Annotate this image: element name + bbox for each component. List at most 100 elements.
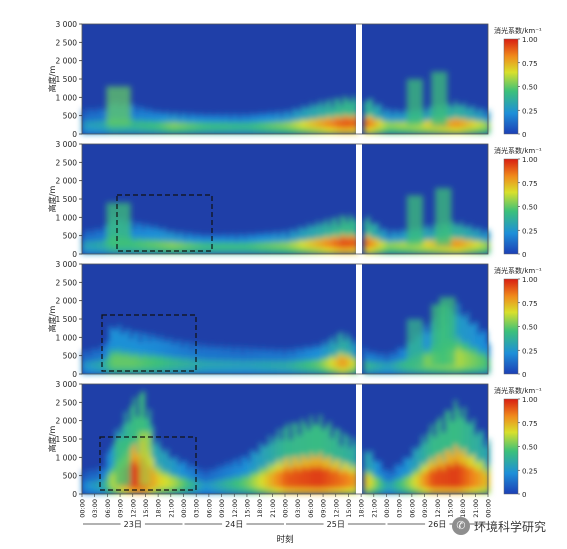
heatmap-cell — [241, 243, 244, 254]
heatmap-cell — [283, 468, 286, 488]
heatmap-cell — [406, 79, 424, 126]
data-gap — [356, 263, 362, 375]
x-tick-label: 03:00 — [193, 499, 201, 518]
heatmap-cell — [244, 123, 247, 134]
heatmap-cell — [304, 120, 307, 128]
heatmap-cell — [85, 241, 88, 248]
heatmap-cell — [154, 357, 157, 368]
x-tick-label: 15:00 — [345, 499, 353, 518]
heatmap-cell — [292, 240, 295, 248]
heatmap-cell — [82, 361, 85, 368]
colorbar-tick-label: 0.25 — [522, 107, 538, 115]
heatmap-cell — [139, 239, 142, 248]
heatmap-cell — [202, 122, 205, 128]
heatmap-cell — [340, 474, 343, 488]
heatmap-cell — [190, 242, 193, 248]
heatmap-cell — [151, 240, 154, 248]
heatmap-cell — [313, 467, 316, 488]
heatmap-cell — [229, 243, 232, 254]
heatmap-cell — [244, 243, 247, 248]
heatmap-cell — [88, 241, 91, 248]
highlight-box — [116, 194, 213, 252]
heatmap-cell — [475, 122, 478, 134]
heatmap-cell — [352, 237, 355, 248]
heatmap-cell — [241, 362, 244, 374]
heatmap-cell — [394, 362, 397, 368]
heatmap-cell — [340, 119, 343, 128]
heatmap-cell — [415, 122, 418, 134]
wechat-icon: ✆ — [452, 517, 470, 535]
heatmap-cell — [325, 118, 328, 128]
heatmap-cell — [184, 478, 187, 488]
heatmap-cell — [427, 470, 430, 488]
heatmap-cell — [268, 244, 271, 254]
x-tick-label: 03:00 — [91, 499, 99, 518]
heatmap-cell — [364, 360, 367, 368]
heatmap-cell — [187, 242, 190, 254]
heatmap-cell — [172, 123, 175, 134]
heatmap-cell — [130, 357, 133, 368]
heatmap-cell — [448, 463, 451, 488]
heatmap-cell — [256, 242, 259, 254]
heatmap-cell — [160, 123, 163, 134]
heatmap-cell — [469, 239, 472, 248]
heatmap-cell — [265, 473, 268, 488]
heatmap-cell — [157, 121, 160, 128]
heatmap-cell — [247, 123, 250, 128]
heatmap-cell — [397, 121, 400, 128]
heatmap-cell — [238, 242, 241, 248]
heatmap-cell — [298, 240, 301, 248]
heatmap-cell — [208, 123, 211, 134]
heatmap-cell — [250, 122, 253, 134]
heatmap-cell — [400, 360, 403, 368]
y-tick-label: 1 500 — [56, 75, 78, 84]
heatmap-cell — [151, 356, 154, 368]
heatmap-cell — [382, 240, 385, 248]
heatmap-cell — [385, 363, 388, 368]
heatmap-cell — [268, 122, 271, 134]
heatmap-cell — [193, 479, 196, 488]
heatmap-cell — [172, 241, 175, 248]
heatmap-cell — [331, 237, 334, 248]
heatmap-cell — [391, 482, 394, 488]
y-tick-label: 1 000 — [56, 213, 78, 222]
heatmap-cell — [253, 360, 256, 368]
heatmap-cell — [271, 473, 274, 488]
heatmap-cell — [289, 240, 292, 248]
heatmap-cell — [193, 358, 196, 368]
heatmap-cell — [343, 237, 346, 248]
heatmap-cell — [244, 245, 247, 254]
heatmap-cell — [148, 358, 151, 368]
colorbar-label: 消光系数/km⁻¹ — [494, 386, 542, 395]
heatmap-cell — [151, 121, 154, 128]
heatmap-cell — [241, 242, 244, 248]
heatmap-cell — [481, 120, 484, 128]
heatmap-cell — [373, 120, 376, 128]
heatmap-cell — [259, 361, 262, 368]
heatmap-cell — [289, 123, 292, 134]
colorbar-label: 消光系数/km⁻¹ — [494, 26, 542, 35]
heatmap-cell — [352, 116, 355, 128]
heatmap-cell — [463, 240, 466, 248]
heatmap-cell — [391, 362, 394, 374]
heatmap-cell — [217, 360, 220, 368]
heatmap-cell — [466, 120, 469, 128]
heatmap-cell — [274, 241, 277, 248]
x-tick-label: 18:00 — [155, 499, 163, 518]
x-tick-label: 21:00 — [370, 499, 378, 518]
heatmap-cell — [313, 239, 316, 248]
heatmap-cell — [271, 124, 274, 134]
heatmap-cell — [138, 431, 152, 486]
heatmap-cell — [277, 244, 280, 254]
heatmap-cell — [136, 355, 139, 368]
heatmap-cell — [475, 352, 478, 368]
heatmap-cell — [205, 243, 208, 254]
heatmap-cell — [193, 243, 196, 248]
heatmap-cell — [349, 236, 352, 248]
heatmap-cell — [91, 120, 94, 128]
highlight-box — [101, 314, 197, 372]
heatmap-cell — [436, 466, 439, 488]
day-label: 26日 — [428, 520, 446, 529]
colorbar-tick-label: 0.50 — [522, 444, 538, 452]
heatmap-cell — [223, 479, 226, 488]
